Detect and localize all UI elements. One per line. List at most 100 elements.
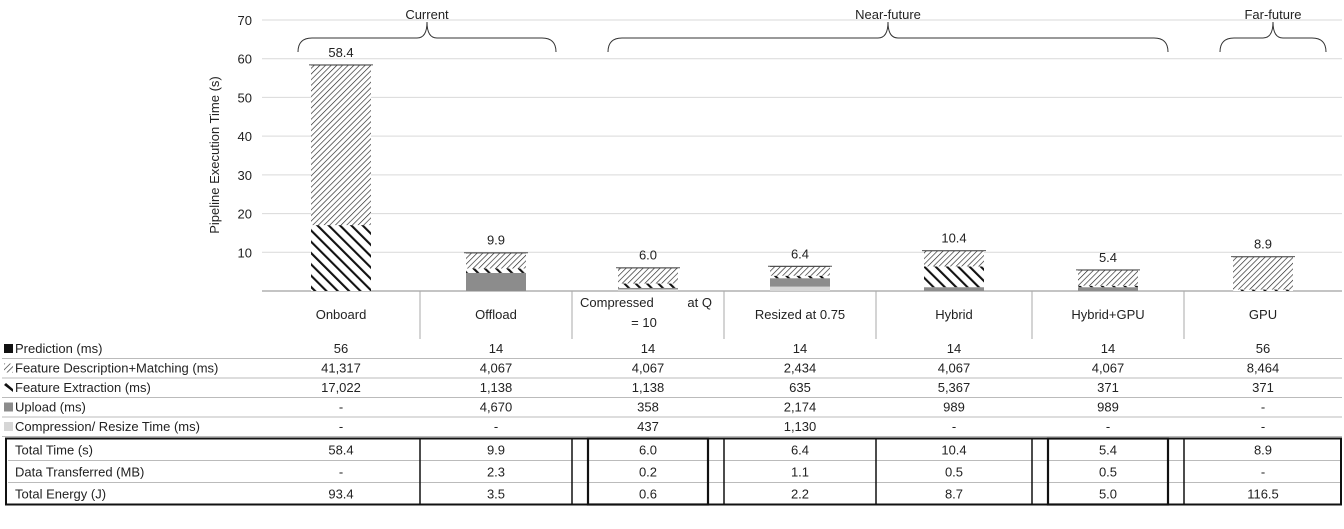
table-cell: 41,317 [321, 361, 361, 376]
bar-segment [1078, 287, 1138, 291]
bar-segment [770, 266, 830, 276]
bar-total-label: 6.4 [791, 246, 809, 261]
bar-segment [1078, 269, 1138, 286]
legend-swatch [4, 344, 13, 353]
legend-swatch [4, 422, 13, 431]
category-label: GPU [1249, 307, 1277, 322]
bar-total-labels: 58.4 9.9 6.0 6.4 10.4 5.4 8.9 [328, 45, 1272, 265]
row-label: Upload (ms) [15, 400, 86, 415]
group-label: Far-future [1244, 7, 1301, 22]
bar-segment [618, 287, 678, 290]
stacked-bars [309, 64, 1295, 291]
summary-cell: 2.2 [791, 487, 809, 502]
bar-segment [1233, 289, 1293, 291]
summary-cell: 9.9 [487, 443, 505, 458]
bar-total-label: 9.9 [487, 233, 505, 248]
table-cell: 14 [489, 341, 503, 356]
table-cell: 4,067 [1092, 361, 1125, 376]
summary-cell: 0.5 [945, 465, 963, 480]
bar-segment [466, 252, 526, 269]
bar-segment [770, 278, 830, 287]
table-cell: - [1261, 400, 1265, 415]
group-brace [607, 21, 1169, 53]
table-cell: - [1106, 419, 1110, 434]
y-axis-ticks: 10 20 30 40 50 60 70 [238, 13, 252, 260]
bar-total-label: 10.4 [941, 231, 966, 246]
category-label: Onboard [316, 307, 367, 322]
summary-cell: 8.7 [945, 487, 963, 502]
group-brace [297, 21, 557, 53]
row-label: Prediction (ms) [15, 341, 102, 356]
table-cell: 14 [947, 341, 961, 356]
category-label: Offload [475, 307, 517, 322]
table-cell: - [952, 419, 956, 434]
summary-cell: 2.3 [487, 465, 505, 480]
summary-cell: 0.5 [1099, 465, 1117, 480]
group-brace [1219, 21, 1327, 53]
bar-segment [466, 268, 526, 273]
summary-box [5, 437, 1342, 506]
bar-total-label: 5.4 [1099, 250, 1117, 265]
bar-total-label: 6.0 [639, 248, 657, 263]
summary-cell: 0.2 [639, 465, 657, 480]
group-label: Near-future [855, 7, 921, 22]
legend-swatch [4, 402, 13, 412]
table-cell: 371 [1252, 380, 1274, 395]
summary-cell: 58.4 [328, 443, 353, 458]
table-cell: 1,130 [784, 419, 817, 434]
category-label: at Q [687, 295, 712, 310]
summary-cell: 10.4 [941, 443, 966, 458]
bar-segment [311, 225, 371, 291]
summary-cell: 6.4 [791, 443, 809, 458]
table-cell: 4,067 [632, 361, 665, 376]
summary-cell: - [339, 465, 343, 480]
row-label: Compression/ Resize Time (ms) [15, 419, 200, 434]
summary-label: Total Energy (J) [15, 487, 106, 502]
table-cell: 635 [789, 380, 811, 395]
row-label: Feature Description+Matching (ms) [15, 361, 218, 376]
table-cell: - [339, 400, 343, 415]
bar-total-label: 58.4 [328, 45, 353, 60]
data-table: Onboard Offload Compressed at Q = 10 Resized … [2, 291, 1342, 506]
y-tick-label: 60 [238, 52, 252, 67]
table-cell: 989 [1097, 400, 1119, 415]
summary-cell: 1.1 [791, 465, 809, 480]
y-tick-label: 30 [238, 168, 252, 183]
y-tick-label: 20 [238, 207, 252, 222]
summary-cell: 8.9 [1254, 443, 1272, 458]
legend-swatch [4, 383, 13, 392]
bar-total-label: 8.9 [1254, 237, 1272, 252]
category-label: Compressed [580, 295, 654, 310]
y-tick-label: 10 [238, 245, 252, 260]
table-cell: 4,067 [480, 361, 513, 376]
table-cell: 1,138 [632, 380, 665, 395]
table-cell: 4,670 [480, 400, 513, 415]
bar-segment [924, 250, 984, 267]
y-tick-label: 70 [238, 13, 252, 28]
summary-label: Total Time (s) [15, 443, 93, 458]
table-cell: 8,464 [1247, 361, 1280, 376]
summary-label: Data Transferred (MB) [15, 465, 144, 480]
bar-segment [1233, 256, 1293, 290]
table-cell: 14 [1101, 341, 1115, 356]
y-axis-label: Pipeline Execution Time (s) [207, 76, 222, 234]
table-cell: 4,067 [938, 361, 971, 376]
row-label: Feature Extraction (ms) [15, 380, 151, 395]
summary-cell: - [1261, 465, 1265, 480]
table-cell: - [339, 419, 343, 434]
table-cell: 14 [793, 341, 807, 356]
table-cell: 358 [637, 400, 659, 415]
y-tick-label: 40 [238, 129, 252, 144]
table-cell: 17,022 [321, 380, 361, 395]
table-cell: 56 [1256, 341, 1270, 356]
summary-cell: 116.5 [1247, 487, 1279, 502]
table-cell: 2,434 [784, 361, 817, 376]
summary-cell: 3.5 [487, 487, 505, 502]
bar-segment [466, 272, 526, 291]
summary-cell: 0.6 [639, 487, 657, 502]
category-label: Resized at 0.75 [755, 307, 845, 322]
highlight-box [1046, 437, 1170, 506]
summary-cell: 5.0 [1099, 487, 1117, 502]
y-tick-label: 50 [238, 90, 252, 105]
bar-segment [618, 283, 678, 288]
